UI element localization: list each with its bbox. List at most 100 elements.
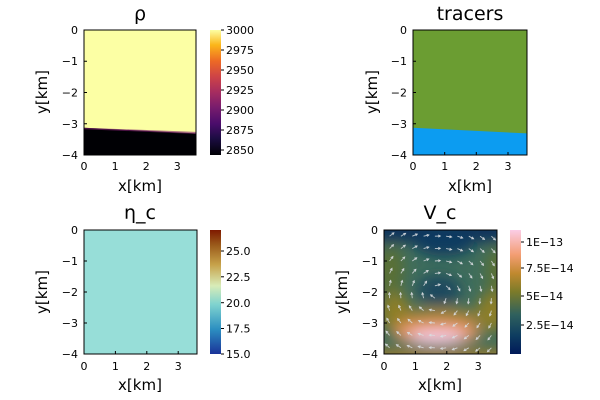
colorbar-tick-label: 7.5E−14	[526, 262, 574, 275]
panel-title: tracers	[437, 3, 504, 25]
velocity-arrow-head	[399, 291, 403, 296]
velocity-arrow-head	[470, 249, 475, 253]
region-rho-lower	[84, 127, 196, 155]
velocity-arrow-head	[417, 320, 422, 323]
velocity-arrow-head	[428, 308, 432, 312]
y-tick-label: −3	[391, 118, 407, 131]
velocity-arrow-head	[439, 334, 444, 338]
x-tick-label: 3	[505, 160, 512, 173]
interface-band	[84, 127, 196, 134]
y-tick-label: 0	[400, 24, 407, 37]
velocity-arrow-head	[400, 279, 404, 283]
velocity-arrow-head	[463, 336, 467, 340]
x-tick-label: 3	[174, 160, 181, 173]
velocity-arrow-head	[447, 287, 451, 291]
y-tick-label: −2	[62, 87, 78, 100]
colorbar-gradient	[510, 230, 521, 354]
velocity-arrow-head	[407, 318, 411, 322]
y-tick-label: −4	[62, 149, 78, 162]
colorbar-tick-label: 2950	[226, 64, 254, 77]
velocity-arrow-head	[408, 305, 412, 309]
colorbar-gradient	[210, 230, 221, 354]
velocity-arrow-head	[437, 234, 442, 238]
velocity-arrow-head	[470, 262, 474, 266]
y-tick-label: −4	[62, 348, 78, 361]
velocity-arrow-head	[455, 301, 459, 305]
velocity-arrow-head	[384, 343, 389, 347]
x-tick-label: 2	[443, 360, 450, 373]
x-axis-label: x[km]	[118, 177, 162, 195]
y-tick-label: −2	[362, 286, 378, 299]
velocity-arrow-head	[391, 232, 395, 236]
velocity-arrow-head	[448, 273, 453, 277]
y-tick-label: −3	[62, 317, 78, 330]
velocity-arrow-head	[464, 324, 468, 328]
velocity-arrow-head	[452, 323, 456, 327]
velocity-arrow-head	[403, 232, 407, 236]
x-tick-label: 1	[112, 160, 119, 173]
y-tick-label: 0	[371, 224, 378, 237]
velocity-arrow-head	[414, 233, 419, 237]
x-tick-label: 1	[441, 160, 448, 173]
y-tick-label: −1	[391, 55, 407, 68]
velocity-arrow-head	[487, 337, 491, 341]
colorbar-tick-label: 17.5	[226, 323, 251, 336]
velocity-arrow-head	[413, 268, 417, 272]
velocity-arrow-head	[391, 244, 395, 248]
velocity-arrow-head	[460, 235, 464, 239]
velocity-arrow-head	[489, 301, 493, 305]
velocity-arrow-head	[438, 246, 442, 250]
velocity-arrow-head	[468, 288, 472, 293]
velocity-arrow-head	[459, 274, 463, 278]
y-tick-label: −1	[62, 55, 78, 68]
velocity-arrow-head	[460, 248, 464, 252]
y-axis-label: y[km]	[33, 270, 51, 314]
velocity-arrow-head	[471, 236, 475, 240]
panel-title: V_c	[424, 202, 457, 224]
velocity-arrow-head	[449, 260, 453, 264]
y-ticks: 0 −1 −2 −3 −4	[391, 24, 416, 162]
velocity-arrow-head	[429, 294, 433, 298]
y-tick-label: −1	[62, 255, 78, 268]
velocity-arrow-head	[402, 244, 407, 248]
x-axis-label: x[km]	[118, 376, 162, 394]
region-eta-uniform	[84, 230, 197, 354]
velocity-arrow-head	[386, 317, 390, 321]
velocity-arrow	[465, 310, 470, 316]
velocity-arrow-head	[426, 233, 430, 237]
y-tick-label: −2	[62, 286, 78, 299]
colorbar: 3000 2975 2950 2925 2900 2875 2850	[210, 24, 254, 157]
velocity-arrow-head	[395, 344, 399, 348]
colorbar: 25.0 22.5 20.0 17.5 15.0	[210, 230, 251, 361]
velocity-arrow-head	[425, 270, 429, 273]
velocity-arrow-head	[406, 332, 411, 335]
velocity-arrow-head	[459, 261, 463, 265]
velocity-arrow-head	[476, 325, 480, 329]
velocity-arrow-head	[412, 279, 415, 284]
x-ticks: 0 1 2 3	[381, 351, 482, 373]
velocity-arrow-head	[488, 325, 492, 329]
x-ticks: 0 1 2 3	[410, 152, 512, 173]
velocity-arrow-head	[491, 276, 495, 280]
y-tick-label: −1	[362, 255, 378, 268]
colorbar-tick-label: 2875	[226, 124, 254, 137]
panel-title: ρ	[134, 3, 146, 25]
colorbar-gradient	[210, 30, 221, 155]
velocity-arrow-head	[402, 256, 406, 260]
velocity-arrow-head	[486, 349, 490, 353]
velocity-arrow-head	[439, 346, 444, 350]
velocity-arrow-head	[443, 300, 447, 305]
velocity-arrow-head	[451, 347, 455, 351]
x-tick-label: 0	[410, 160, 417, 173]
colorbar-tick-label: 2975	[226, 44, 254, 57]
velocity-arrow-head	[414, 245, 418, 249]
y-tick-label: 0	[71, 24, 78, 37]
y-axis-label: y[km]	[33, 70, 51, 114]
y-tick-label: −4	[391, 149, 407, 162]
x-tick-label: 2	[143, 360, 150, 373]
velocity-arrow-head	[492, 237, 497, 241]
colorbar-tick-label: 15.0	[226, 348, 251, 361]
colorbar-tick-label: 1E−13	[526, 236, 563, 249]
x-axis-label: x[km]	[418, 376, 462, 394]
